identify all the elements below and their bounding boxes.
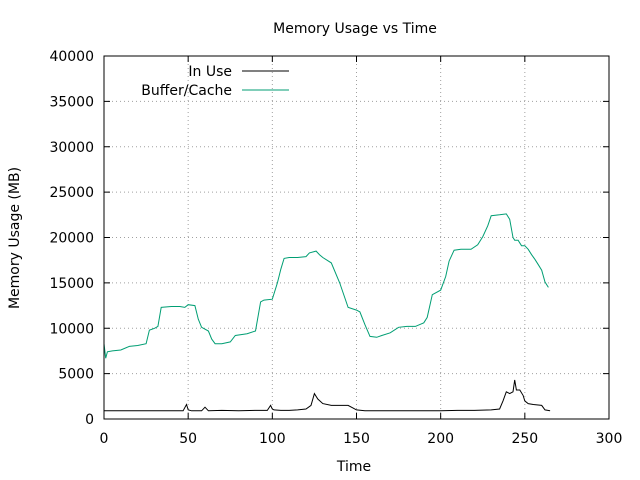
y-tick-label: 20000 bbox=[49, 231, 94, 247]
grid bbox=[104, 56, 609, 419]
y-tick-label: 30000 bbox=[49, 140, 94, 156]
y-tick-label: 15000 bbox=[49, 276, 94, 292]
legend: In Use Buffer/Cache bbox=[141, 64, 289, 99]
x-tick-label: 200 bbox=[427, 431, 454, 447]
chart-title: Memory Usage vs Time bbox=[273, 21, 437, 37]
x-tick-label: 100 bbox=[259, 431, 286, 447]
y-tick-label: 40000 bbox=[49, 49, 94, 65]
x-tick-label: 150 bbox=[343, 431, 370, 447]
y-axis-label: Memory Usage (MB) bbox=[7, 167, 23, 309]
x-tick-label: 0 bbox=[100, 431, 109, 447]
x-axis-label: Time bbox=[336, 459, 371, 475]
y-tick-label: 5000 bbox=[58, 367, 94, 383]
axis-ticks: 0 50 100 150 200 250 300 0 5000 10000 15000 20000 25… bbox=[49, 49, 622, 447]
legend-label-buffer-cache: Buffer/Cache bbox=[141, 83, 232, 99]
y-tick-label: 35000 bbox=[49, 94, 94, 110]
y-tick-label: 0 bbox=[85, 412, 94, 428]
x-tick-label: 300 bbox=[596, 431, 623, 447]
x-tick-label: 250 bbox=[511, 431, 538, 447]
x-tick-label: 50 bbox=[179, 431, 197, 447]
series-layer bbox=[103, 213, 551, 412]
legend-label-in-use: In Use bbox=[188, 64, 232, 80]
y-tick-label: 10000 bbox=[49, 321, 94, 337]
y-tick-label: 25000 bbox=[49, 185, 94, 201]
series-line-buffer-cache bbox=[103, 213, 549, 359]
series-line-in-use bbox=[104, 379, 551, 412]
